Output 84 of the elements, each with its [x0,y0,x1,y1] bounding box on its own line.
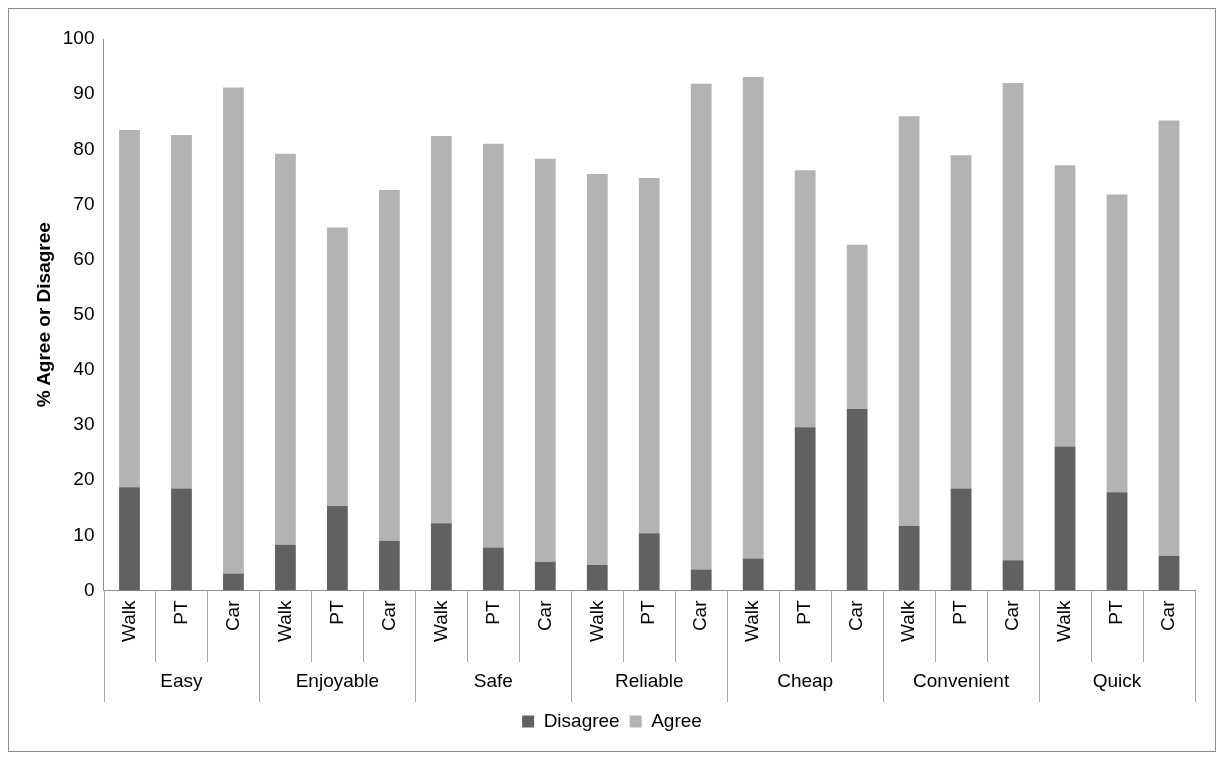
bar [378,540,400,591]
y-tick-label: 20 [73,468,95,490]
x-tick-label: PT [481,600,503,625]
y-tick-label: 30 [73,413,95,435]
bar [171,134,192,489]
bar [171,488,192,591]
x-tick-label: Walk [429,600,451,643]
x-tick-label: Walk [1053,600,1075,643]
x-tick-label: Walk [273,600,295,643]
x-tick-label: PT [793,600,815,625]
text: Convenient [913,670,1010,692]
text: Safe [473,670,513,692]
bar [1054,165,1076,447]
bar [1158,555,1180,591]
text: Enjoyable [295,670,380,692]
x-tick-label: PT [169,600,191,625]
bar [742,558,764,591]
x-tick-label: PT [637,600,659,625]
x-tick-label: PT [1105,600,1127,625]
bar [638,533,660,591]
bar [1106,194,1128,493]
bar [742,77,764,559]
x-tick-label: Car [533,599,555,632]
x-tick-label: PT [325,600,347,625]
bar [794,170,816,428]
bar [378,190,400,541]
x-tick-label: PT [949,600,971,625]
x-tick-label: Car [1157,599,1179,632]
bar [534,561,556,591]
text: Cheap [777,670,834,692]
x-tick-label: Car [377,599,399,632]
bar [690,83,712,570]
y-tick-label: 60 [73,247,95,269]
bar [1054,446,1076,591]
bar [1002,560,1024,591]
bar [586,565,608,591]
x-tick-label: Car [1001,599,1023,632]
x-tick-label: Walk [585,600,607,643]
bar [898,525,920,591]
bar [1158,120,1180,556]
bar [119,130,140,488]
y-tick-label: 10 [73,523,95,545]
bar [534,158,556,562]
bar [275,153,296,545]
bar [950,488,972,591]
text: Quick [1092,670,1142,692]
bar [898,116,920,526]
y-tick-label: 90 [73,82,95,104]
bar [794,427,816,591]
bar [482,547,504,591]
x-tick-label: Walk [741,600,763,643]
y-tick-label: 80 [73,137,95,159]
bar [327,506,348,591]
bar [846,244,868,410]
x-tick-label: Car [845,599,867,632]
bar [482,143,504,548]
y-tick-label: 100 [62,27,95,49]
y-tick-label: 40 [73,358,95,380]
bar [586,174,608,566]
y-axis-title: % Agree or Disagree [32,222,54,408]
x-tick-label: Car [221,599,243,632]
y-tick-label: 70 [73,192,95,214]
x-tick-label: Walk [897,600,919,643]
x-tick-label: Car [689,599,711,632]
bar [223,87,244,574]
bar [690,569,712,591]
bar [430,136,452,524]
legend-label: Disagree [543,709,620,731]
y-tick-label: 50 [73,302,95,324]
bar [846,409,868,591]
bar [119,487,140,591]
bar [223,573,244,591]
bar [638,177,660,534]
bar [430,523,452,591]
bar [1002,83,1024,561]
text: Easy [160,670,204,692]
y-tick-label: 0 [83,578,95,600]
bar [327,227,348,507]
legend-label: Agree [651,709,702,731]
text: Reliable [614,670,684,692]
bar [1106,492,1128,591]
bar [950,155,972,489]
bar [275,544,296,591]
x-tick-label: Walk [117,600,139,643]
